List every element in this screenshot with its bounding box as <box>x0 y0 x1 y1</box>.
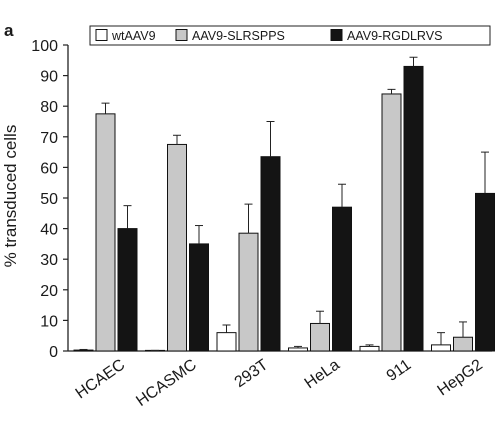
y-tick-label: 30 <box>40 252 58 269</box>
bar-hela-wtaav9 <box>288 347 308 352</box>
y-tick-label: 50 <box>40 191 58 208</box>
y-tick-label: 60 <box>40 160 58 177</box>
bar-hcasmc-aav9-slrspps <box>167 143 187 352</box>
y-tick-label: 10 <box>40 313 58 330</box>
bar-hepg2-aav9-rgdlrvs <box>475 192 495 352</box>
legend: wtAAV9 AAV9-SLRSPPS AAV9-RGDLRVS <box>89 25 491 46</box>
x-tick-label: HeLa <box>302 356 343 392</box>
x-tick-label: 293T <box>232 356 272 391</box>
panel-label: a <box>4 21 14 40</box>
bar-293t-wtaav9 <box>216 332 237 352</box>
legend-swatch <box>330 29 343 41</box>
y-axis-label: % transduced cells <box>1 125 20 268</box>
y-tick-label: 0 <box>49 344 58 361</box>
legend-swatch <box>175 29 188 41</box>
bar-911-wtaav9 <box>359 345 380 352</box>
bar-293t-aav9-rgdlrvs <box>260 156 281 352</box>
legend-box <box>89 25 491 46</box>
y-axis: 0 10 20 30 40 50 60 70 80 90 100 <box>31 38 69 361</box>
bar-911-aav9-rgdlrvs <box>403 65 424 352</box>
bar-hcaec-aav9-rgdlrvs <box>117 228 138 352</box>
y-tick-label: 90 <box>40 69 58 86</box>
x-tick-label: HCASMC <box>133 356 200 410</box>
bars <box>73 56 495 352</box>
y-tick-label: 40 <box>40 222 58 239</box>
y-tick-label: 20 <box>40 283 58 300</box>
x-tick-label: 911 <box>384 356 415 385</box>
legend-label: wtAAV9 <box>111 29 156 43</box>
x-tick-label: HepG2 <box>435 356 486 399</box>
bar-hela-aav9-rgdlrvs <box>332 206 352 352</box>
x-axis: HCAEC HCASMC 293T HeLa 911 HepG2 <box>68 350 492 410</box>
bar-hepg2-aav9-slrspps <box>453 336 473 352</box>
bar-911-aav9-slrspps <box>381 93 402 352</box>
legend-label: AAV9-SLRSPPS <box>192 29 285 43</box>
bar-hcaec-wtaav9 <box>73 349 94 352</box>
bar-hcaec-aav9-slrspps <box>95 113 116 352</box>
y-tick-label: 80 <box>40 99 58 116</box>
legend-swatch <box>95 29 108 41</box>
y-tick-label: 70 <box>40 130 58 147</box>
x-tick-label: HCAEC <box>73 356 129 402</box>
bar-hcasmc-aav9-rgdlrvs <box>189 243 209 352</box>
bar-hela-aav9-slrspps <box>310 322 330 352</box>
y-tick-label: 100 <box>31 38 58 55</box>
bar-293t-aav9-slrspps <box>238 232 259 352</box>
bar-hepg2-wtaav9 <box>431 344 451 352</box>
legend-label: AAV9-RGDLRVS <box>347 29 442 43</box>
